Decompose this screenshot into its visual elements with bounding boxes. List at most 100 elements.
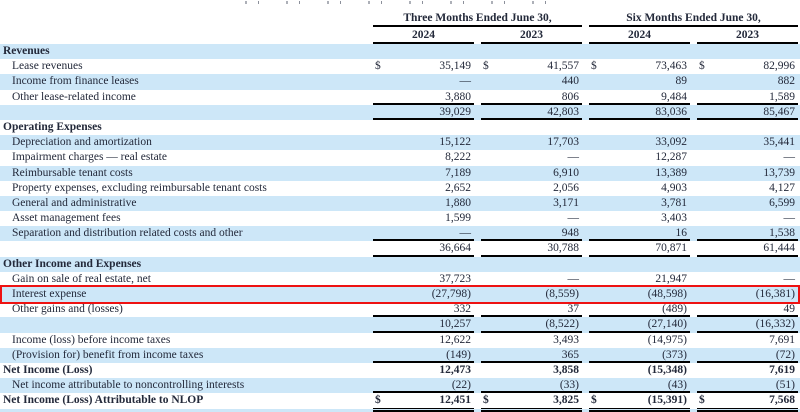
cell-6mo-2023: 13,739 (697, 166, 798, 181)
cell-6mo-2023: (72) (697, 348, 798, 363)
cell-6mo-2023: 61,444 (697, 241, 798, 257)
cell-6mo-2024: 70,871 (589, 241, 690, 257)
cell-6mo-2023: 1,589 (697, 90, 798, 105)
dollar-sign: $ (483, 394, 489, 407)
cell-value: 39,029 (439, 105, 471, 118)
cell-3mo-2023: (8,522) (481, 317, 582, 333)
cell-value: 35,441 (763, 136, 795, 149)
row-general-and-administrative: General and administrative 1,880 3,171 3… (0, 195, 800, 212)
cell-3mo-2024: (149) (373, 348, 474, 363)
row-label: General and administrative (12, 196, 137, 209)
cell-6mo-2024: 3,403 (589, 211, 690, 226)
cell-6mo-2024 (589, 44, 690, 59)
cell-6mo-2024: 12,287 (589, 150, 690, 165)
header-label-spacer (0, 27, 366, 44)
row-label: Depreciation and amortization (12, 136, 152, 149)
cell-3mo-2023: — (481, 272, 582, 287)
row-impairment-charges-real-estate: Impairment charges — real estate 8,222 —… (0, 150, 800, 165)
row-label: Other gains and (losses) (12, 303, 123, 316)
cell-value: 6,599 (769, 196, 795, 209)
row-total-other-income-and-expenses: 10,257 (8,522) (27,140) (16,332) (0, 317, 800, 333)
cell-6mo-2023: 7,619 (697, 363, 798, 378)
cell-value: 1,538 (769, 227, 795, 240)
cell-value: 3,171 (553, 196, 579, 209)
row-label: Separation and distribution related cost… (12, 227, 243, 240)
cell-6mo-2023: 35,441 (697, 135, 798, 150)
cell-3mo-2024: 1,599 (373, 211, 474, 226)
cell-6mo-2023: — (697, 211, 798, 226)
cell-6mo-2023: 7,691 (697, 333, 798, 348)
row-net-income-loss: Net Income (Loss) 12,473 3,858 (15,348) … (0, 363, 800, 378)
row-interest-expense: Interest expense (27,798) (8,559) (48,59… (0, 285, 800, 305)
cell-value: 3,403 (661, 212, 687, 225)
cell-6mo-2024: 3,781 (589, 196, 690, 211)
cell-3mo-2024: $12,451 (373, 393, 474, 412)
cell-value: — (459, 75, 472, 88)
row-reimbursable-tenant-costs: Reimbursable tenant costs 7,189 6,910 13… (0, 165, 800, 181)
cell-value: (33) (559, 379, 579, 392)
row-income-loss-before-income-taxes: Income (loss) before income taxes 12,622… (0, 333, 800, 348)
cell-value: 1,599 (445, 212, 471, 225)
cell-value: 12,622 (439, 333, 471, 346)
cell-value: (15,348) (647, 363, 687, 376)
cell-3mo-2023: 806 (481, 90, 582, 105)
cell-value: (43) (667, 379, 687, 392)
cell-6mo-2024: (15,348) (589, 363, 690, 378)
cell-6mo-2024: 9,484 (589, 90, 690, 105)
dollar-sign: $ (699, 60, 705, 73)
cell-6mo-2024: 16 (589, 226, 690, 242)
cell-6mo-2024: (489) (589, 302, 690, 318)
cell-value (699, 120, 795, 135)
col-group-three-months: Three Months Ended June 30, (373, 6, 582, 27)
cell-3mo-2024: — (373, 74, 474, 89)
dollar-sign: $ (375, 60, 381, 73)
cell-value: 12,451 (439, 394, 471, 407)
cell-value (375, 120, 471, 135)
cell-6mo-2023: — (697, 272, 798, 287)
cell-3mo-2024: 15,122 (373, 135, 474, 150)
col-group-six-months-label: Six Months Ended June 30, (626, 12, 761, 24)
cell-value: 3,493 (553, 333, 579, 346)
cell-value: 332 (453, 303, 471, 316)
col-group-six-months: Six Months Ended June 30, (589, 6, 798, 27)
row-label: Reimbursable tenant costs (12, 166, 133, 179)
cell-value (591, 257, 687, 272)
cell-value: 12,287 (655, 151, 687, 164)
cell-3mo-2024: 39,029 (373, 105, 474, 120)
cell-3mo-2023: (8,559) (481, 287, 582, 302)
cell-value: (22) (451, 379, 471, 392)
cell-value: 33,092 (655, 136, 687, 149)
row-revenues-section: Revenues (0, 44, 800, 60)
cell-value: (51) (775, 379, 795, 392)
cell-value: (16,381) (755, 288, 795, 300)
row-other-lease-related-income: Other lease-related income 3,880 806 9,4… (0, 90, 800, 105)
row-label: Revenues (3, 45, 50, 57)
cell-6mo-2023: 6,599 (697, 196, 798, 211)
row-gain-on-sale-of-real-estate: Gain on sale of real estate, net 37,723 … (0, 272, 800, 287)
cell-3mo-2024: 332 (373, 302, 474, 318)
cell-value: 7,568 (769, 394, 795, 407)
cell-6mo-2024: $73,463 (589, 59, 690, 74)
cell-3mo-2023: 3,858 (481, 363, 582, 378)
row-label: Net Income (Loss) (3, 363, 93, 376)
cell-value: (15,391) (647, 394, 687, 407)
row-total-operating-expenses: 36,664 30,788 70,871 61,444 (0, 241, 800, 257)
cell-6mo-2024: (14,975) (589, 333, 690, 348)
row-provision-for-benefit-from-income-taxes: (Provision for) benefit from income taxe… (0, 347, 800, 363)
cell-3mo-2023: 3,493 (481, 333, 582, 348)
cell-6mo-2024: 83,036 (589, 105, 690, 120)
row-separation-and-distribution-costs: Separation and distribution related cost… (0, 226, 800, 242)
cell-value: 37 (567, 303, 580, 316)
cell-value: (27,798) (431, 288, 471, 300)
cell-3mo-2023: 30,788 (481, 241, 582, 257)
cell-6mo-2023: $82,996 (697, 59, 798, 74)
row-label (0, 105, 366, 120)
cell-6mo-2023: 49 (697, 302, 798, 318)
cell-6mo-2024: 89 (589, 74, 690, 89)
cell-value: 61,444 (763, 242, 795, 255)
row-label: (Provision for) benefit from income taxe… (12, 348, 204, 361)
header-label-spacer (0, 6, 366, 27)
cell-value: 3,880 (445, 90, 471, 103)
cell-value: 2,652 (445, 181, 471, 194)
